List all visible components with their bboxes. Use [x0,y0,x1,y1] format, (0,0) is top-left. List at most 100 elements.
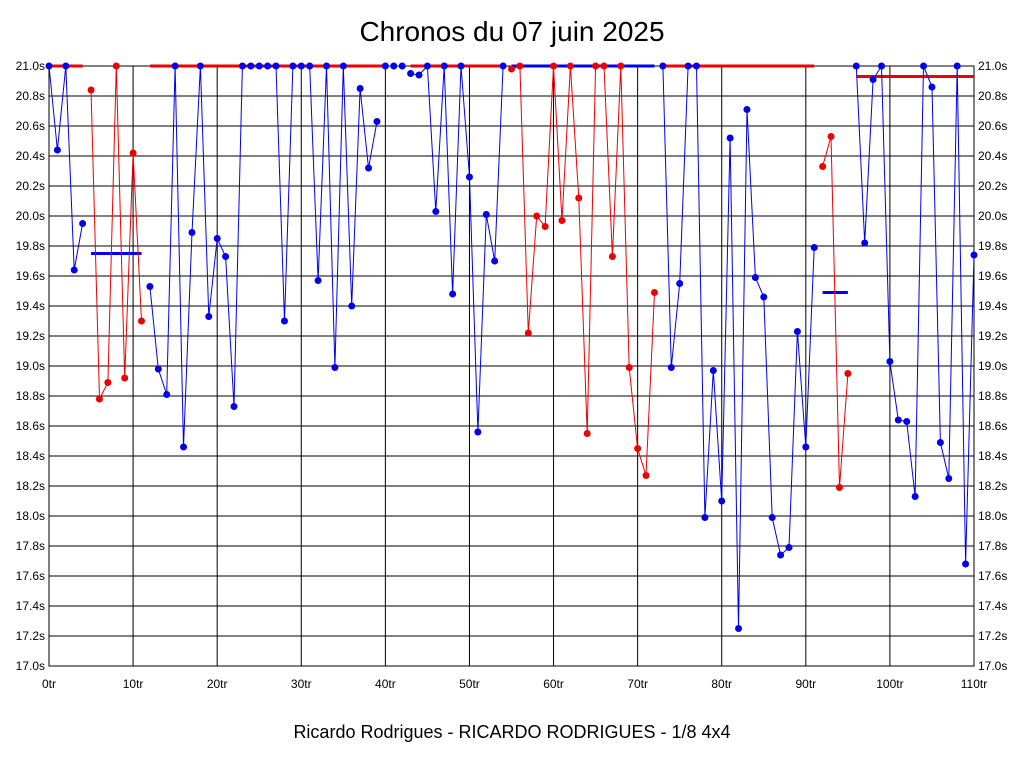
data-point [390,62,398,70]
data-point [381,62,389,70]
data-point [659,62,667,70]
data-point [962,560,970,568]
data-point [457,62,465,70]
data-point [196,62,204,70]
y-tick-label: 20.0s [16,209,45,223]
y-tick-label: 18.8s [16,389,45,403]
data-point [718,497,726,505]
data-point [163,391,171,398]
y-tick-label: 17.2s [16,629,45,643]
y-tick-label-right: 19.8s [978,239,1007,253]
data-point [642,472,650,479]
data-point [415,71,423,79]
data-point [365,164,373,172]
data-point [852,62,860,70]
data-point [432,208,440,215]
data-point [878,62,885,70]
y-tick-labels-left: 17.0s 17.2s 17.4s 17.6s 17.8s 18.0s 18.2s 18.4s… [16,59,45,673]
data-point [112,62,120,70]
data-point [440,62,448,70]
data-point [726,134,734,142]
data-point [684,62,692,70]
data-point [751,274,759,281]
data-point [213,235,221,242]
x-tick-label: 60tr [543,677,564,691]
data-point [255,62,263,70]
series-line [511,65,655,476]
data-point [634,445,642,452]
y-tick-label-right: 19.0s [978,359,1007,373]
data-point [146,283,154,290]
data-point [768,514,776,521]
y-tick-label-right: 18.2s [978,479,1007,493]
data-point [533,212,541,220]
data-point [802,443,810,451]
data-point [238,62,246,70]
data-point [827,133,835,140]
data-point [314,277,322,284]
y-tick-label: 19.0s [16,359,45,373]
data-point [583,430,591,437]
data-point [936,439,944,446]
y-tick-label-right: 21.0s [978,59,1007,73]
x-tick-label: 90tr [795,677,816,691]
y-tick-label-right: 17.2s [978,629,1007,643]
y-tick-label-right: 17.6s [978,569,1007,583]
data-point [129,149,137,157]
data-point [516,62,524,70]
data-point [356,85,364,92]
y-tick-label-right: 19.4s [978,299,1007,313]
data-point [205,313,213,320]
data-point [625,364,633,371]
y-tick-label-right: 20.6s [978,119,1007,133]
data-point [230,403,238,410]
data-point [70,266,78,274]
x-tick-label: 40tr [375,677,396,691]
data-point [819,163,827,170]
y-tick-label: 19.6s [16,269,45,283]
data-point [331,364,339,371]
data-point [650,289,658,296]
data-point [339,62,347,70]
data-point [297,62,305,70]
data-point [566,62,574,70]
data-point [222,253,230,260]
data-point [348,302,356,310]
y-tick-label-right: 20.0s [978,209,1007,223]
data-point [886,358,894,365]
data-point [499,62,507,70]
y-tick-label-right: 20.8s [978,89,1007,103]
y-tick-label-right: 17.4s [978,599,1007,613]
chart-title: Chronos du 07 juin 2025 [359,16,665,47]
data-point [180,443,188,451]
data-point [62,62,70,70]
y-tick-label: 19.4s [16,299,45,313]
data-point [95,395,103,403]
data-point [785,544,793,551]
y-tick-label-right: 20.4s [978,149,1007,163]
data-point [188,229,196,236]
chart-footer: Ricardo Rodrigues - RICARDO RODRIGUES - … [293,722,731,742]
data-point [449,290,457,298]
y-tick-label-right: 19.2s [978,329,1007,343]
data-point [617,62,625,70]
data-point [550,62,558,70]
series-line [410,64,504,433]
data-point [810,244,818,251]
series-line [662,65,815,629]
data-point [743,106,751,113]
data-point [171,62,179,70]
series-line [855,64,975,565]
y-tick-label: 18.6s [16,419,45,433]
data-point [777,551,785,559]
data-point [844,370,852,377]
data-point [79,220,87,227]
data-point [575,194,583,202]
series-line [48,65,84,271]
average-lines [49,64,974,294]
x-tick-label: 70tr [627,677,648,691]
data-point [482,211,490,218]
data-point [104,379,112,386]
y-tick-label: 20.6s [16,119,45,133]
